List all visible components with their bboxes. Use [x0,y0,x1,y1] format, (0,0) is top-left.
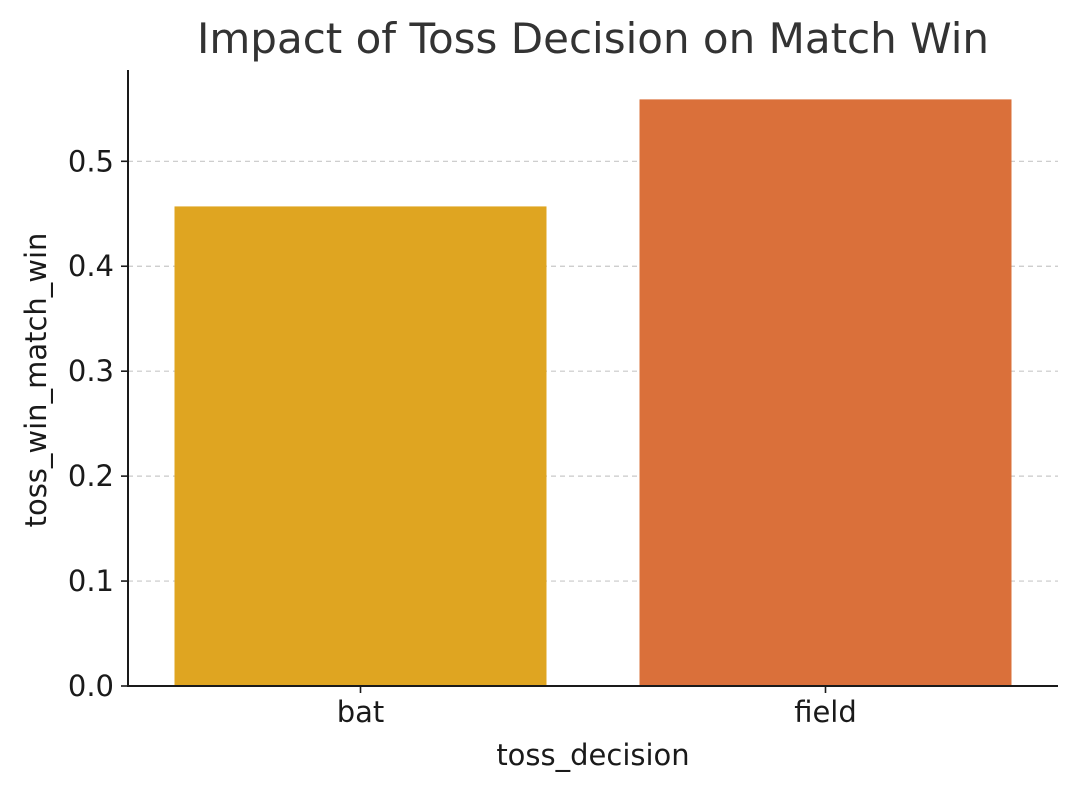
y-tick-label: 0.5 [68,144,114,178]
y-tick-label: 0.0 [68,669,114,703]
y-axis-ticks: 0.0 0.1 0.2 0.3 0.4 0.5 [68,144,128,703]
x-tick-label: field [794,695,857,729]
y-tick-label: 0.1 [68,564,114,598]
bars [174,99,1012,687]
bar-field [639,99,1012,687]
x-tick-label: bat [337,695,385,729]
y-tick-label: 0.4 [68,249,114,283]
y-tick-label: 0.2 [68,459,114,493]
y-tick-label: 0.3 [68,354,114,388]
x-axis-label: toss_decision [496,738,689,772]
y-axis-label: toss_win_match_win [19,233,53,528]
bar-bat [174,206,547,686]
chart-title: Impact of Toss Decision on Match Win [197,14,989,63]
x-axis-ticks: bat field [337,686,857,729]
